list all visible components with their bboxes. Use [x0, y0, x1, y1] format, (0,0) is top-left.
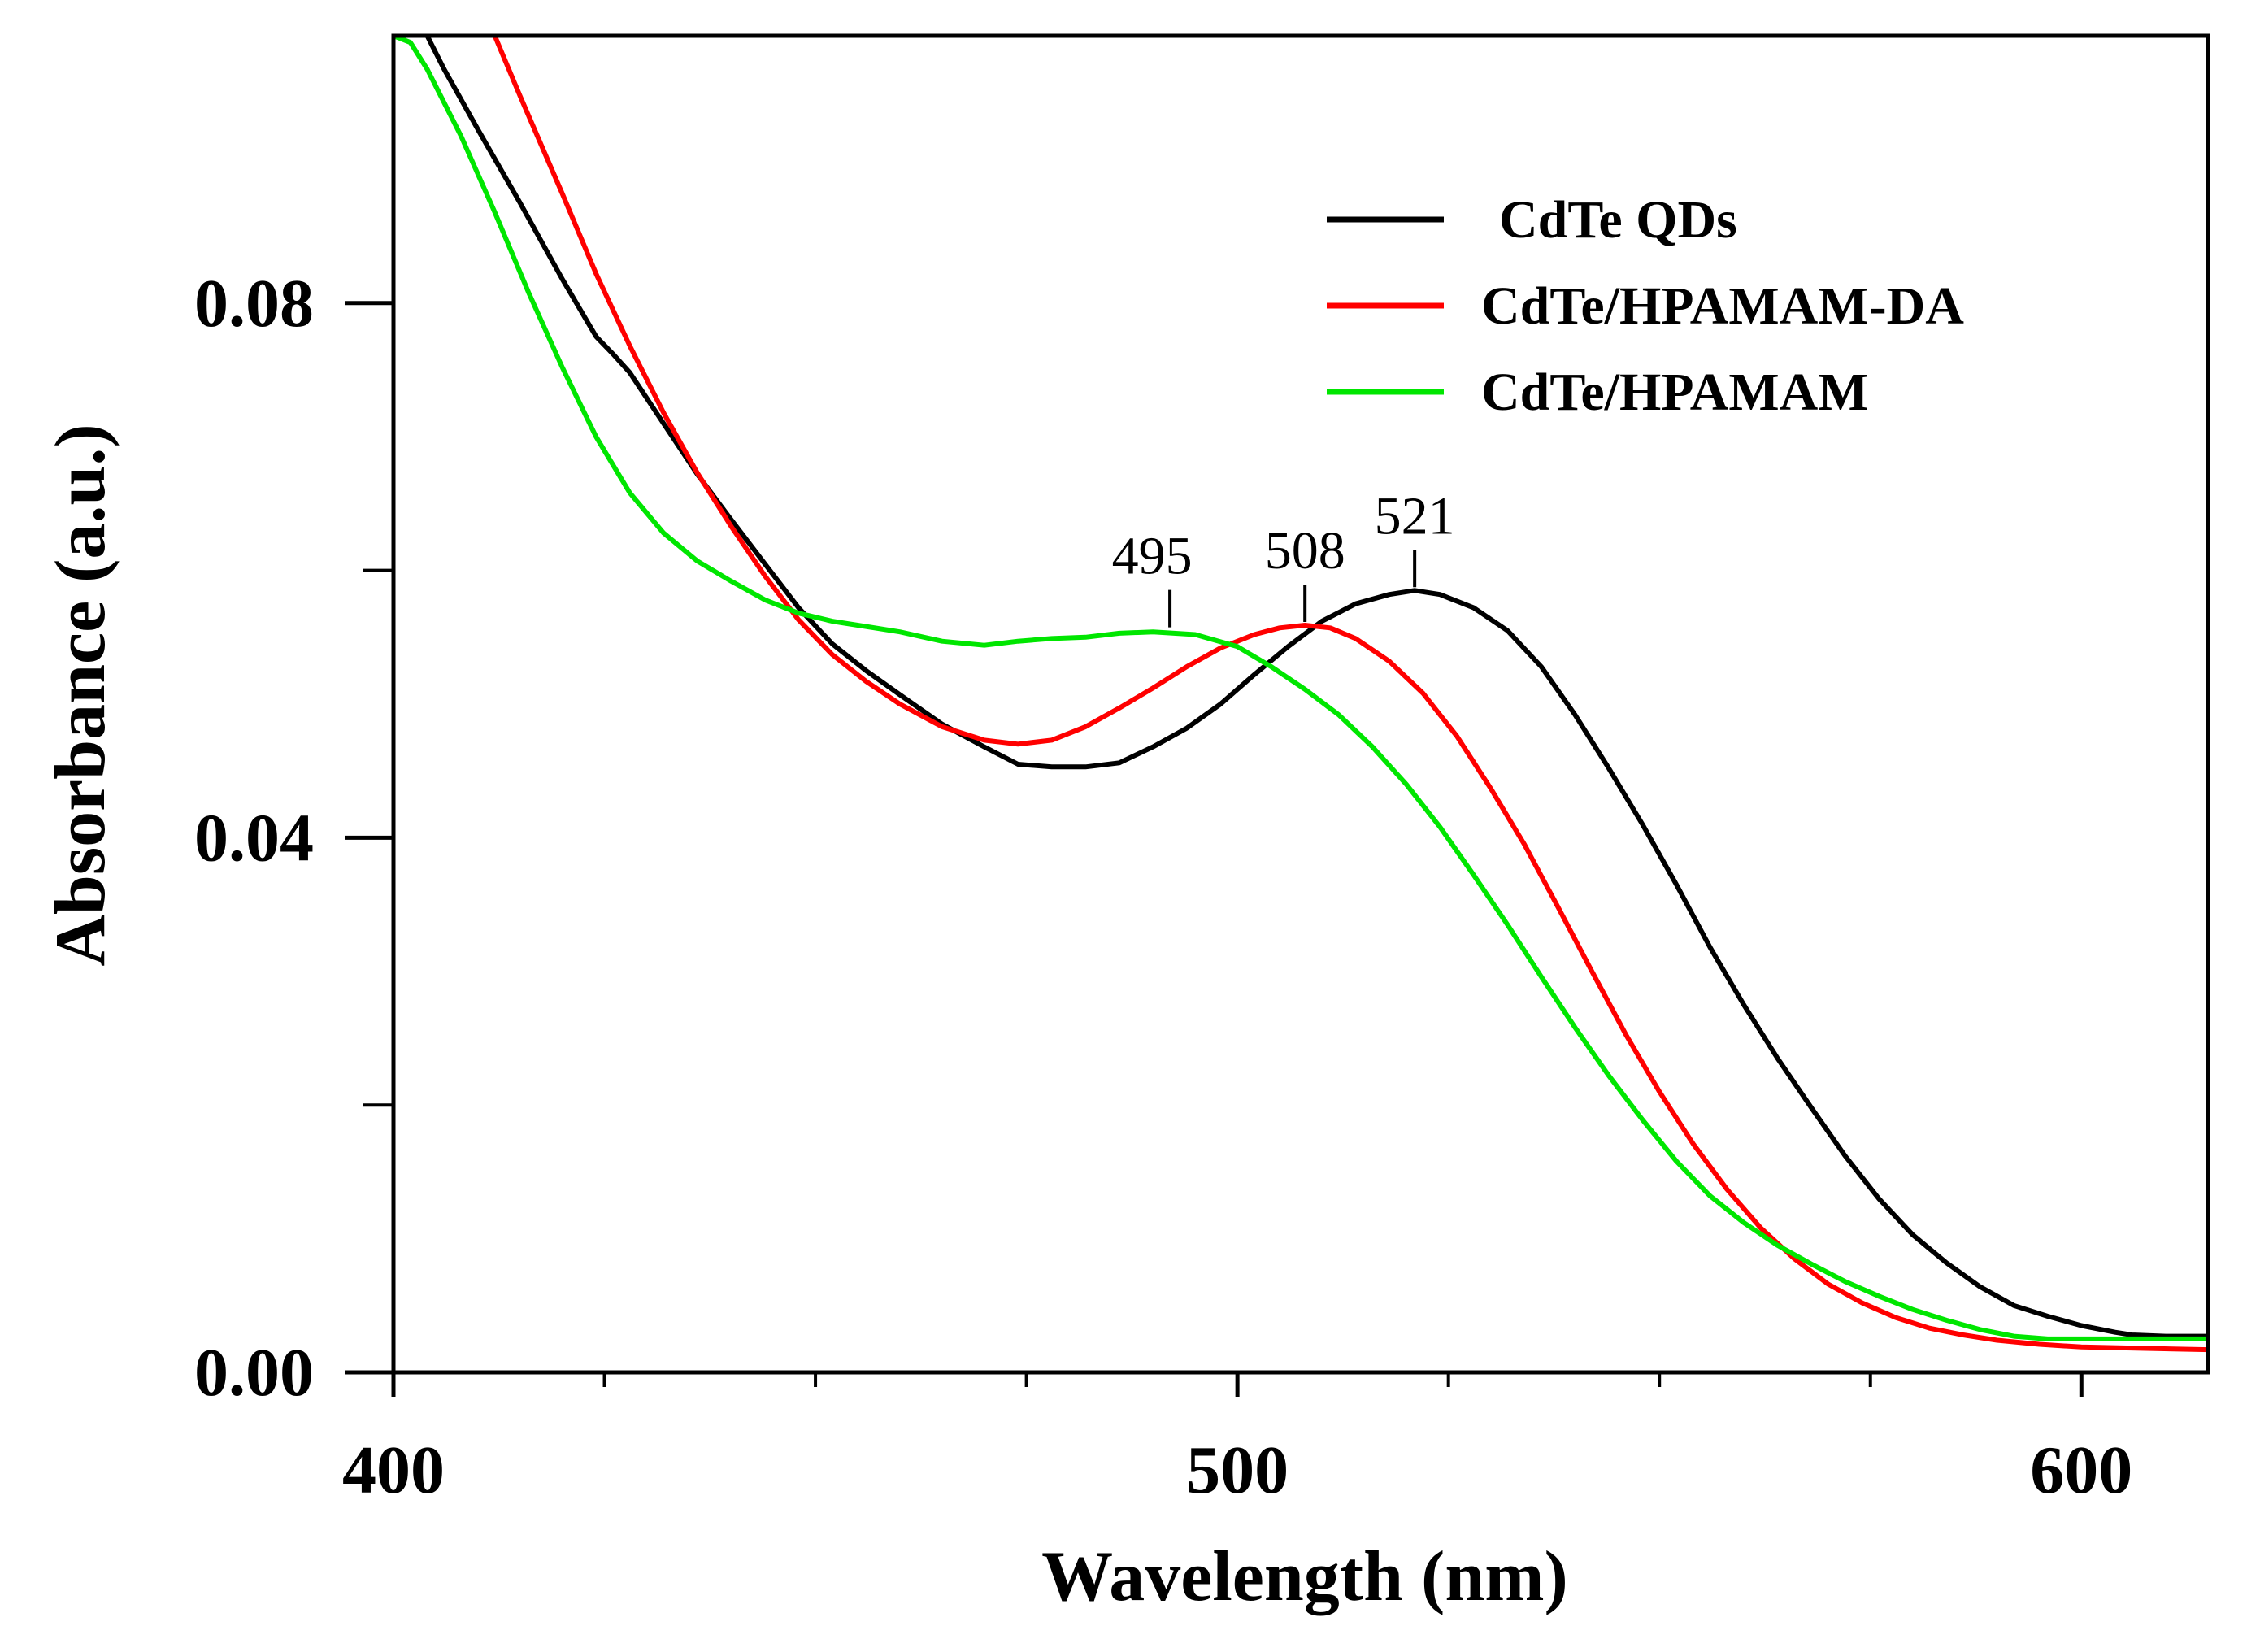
legend: CdTe QDs CdTe/HPAMAM-DA CdTe/HPAMAM [1327, 190, 1964, 422]
annotation-layer: 495 508 521 [1112, 486, 1455, 628]
legend-label-1: CdTe/HPAMAM-DA [1481, 276, 1964, 336]
x-tick-label-1: 500 [1186, 1432, 1289, 1508]
legend-label-0: CdTe QDs [1499, 190, 1737, 250]
x-tick-label-0: 400 [342, 1432, 445, 1508]
y-axis-title: Absorbance (a.u.) [41, 424, 120, 966]
series-line-2 [393, 36, 2208, 1341]
peak-label-2: 521 [1375, 486, 1455, 546]
x-tick-label-2: 600 [2030, 1432, 2132, 1508]
peak-label-1: 508 [1265, 521, 1345, 580]
y-tick-label-0: 0.00 [194, 1335, 314, 1411]
y-tick-label-2: 0.08 [194, 266, 314, 341]
series-line-0 [424, 36, 2208, 1339]
axes-layer: 400 500 600 0.00 0.04 0.08 [194, 33, 2210, 1508]
series-line-1 [492, 36, 2208, 1353]
plot-frame [391, 33, 2210, 1375]
series-layer [393, 36, 2208, 1353]
x-axis-title: Wavelength (nm) [1041, 1537, 1568, 1616]
peak-label-0: 495 [1112, 527, 1193, 586]
legend-label-2: CdTe/HPAMAM [1481, 363, 1869, 422]
y-tick-label-1: 0.04 [194, 800, 314, 876]
